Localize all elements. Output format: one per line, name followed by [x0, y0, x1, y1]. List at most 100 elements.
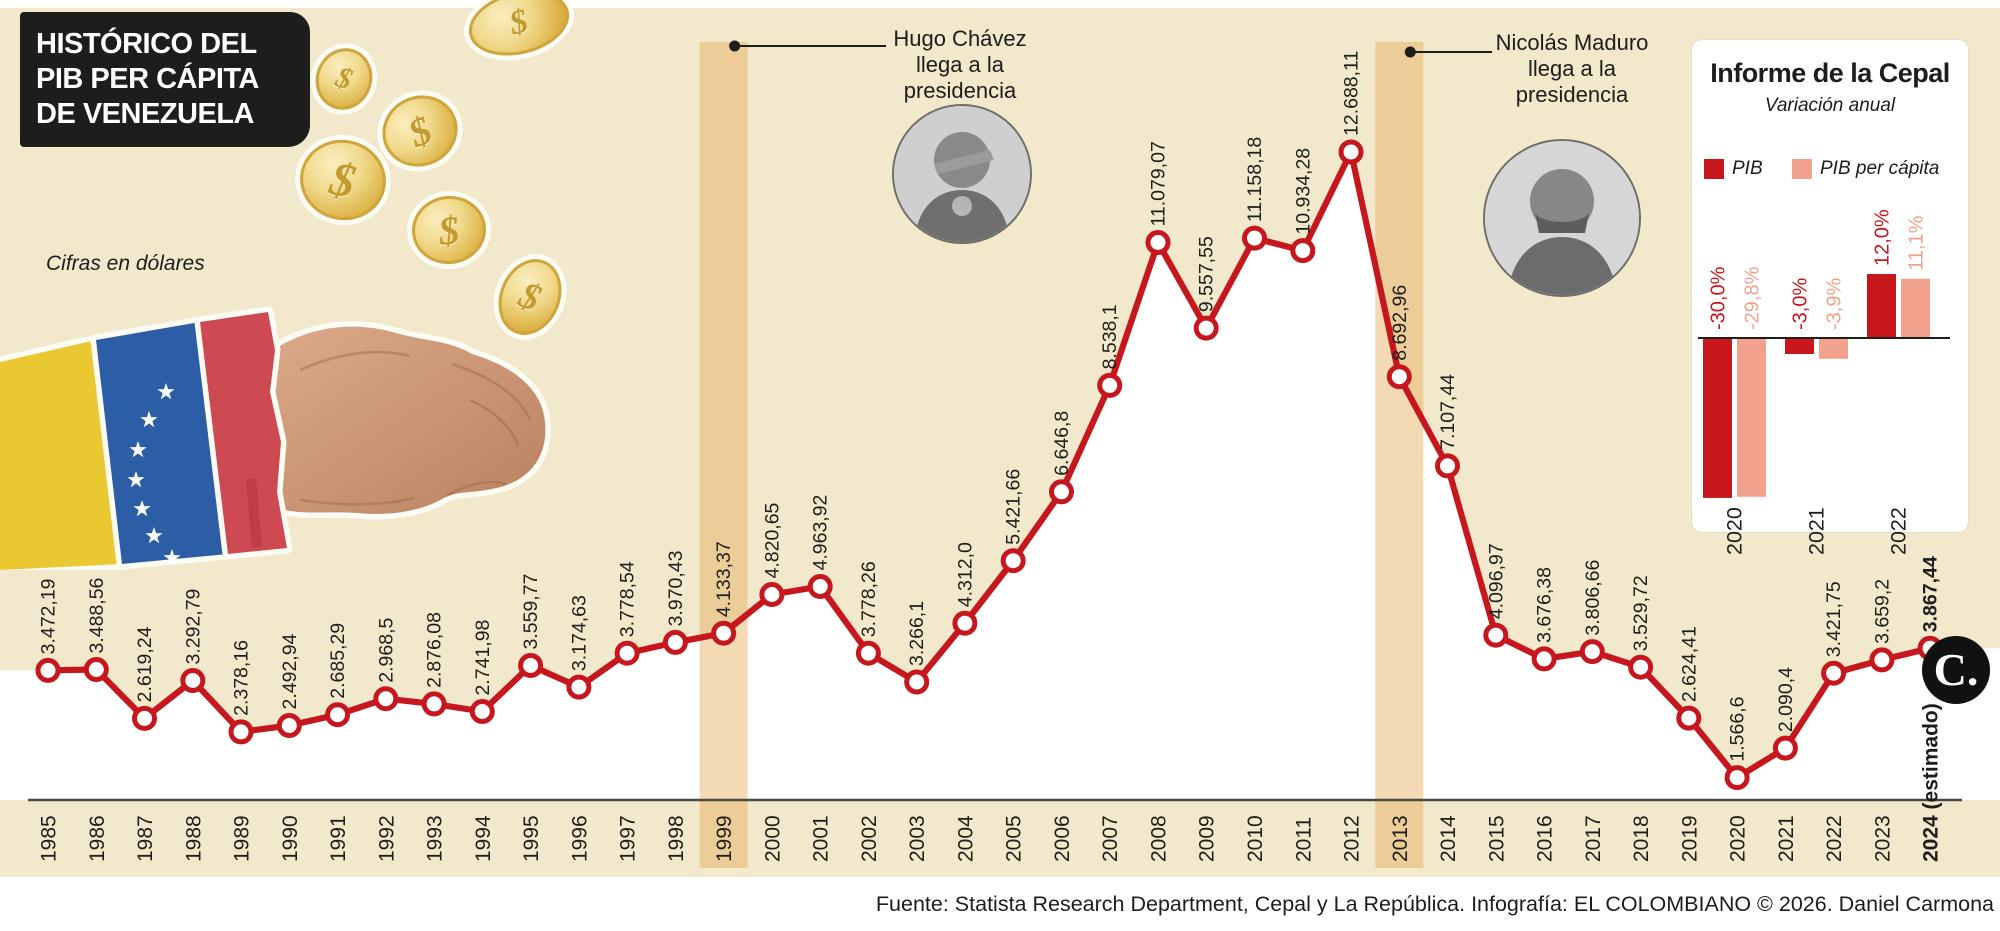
dollar-icon: $	[401, 106, 439, 156]
point-label: 3.488,56	[86, 578, 108, 654]
bar-value-label: 11,1%	[1906, 215, 1928, 270]
data-point-2023	[1869, 647, 1895, 673]
data-point-2011	[1290, 238, 1316, 264]
inset-legend: PIB PIB per cápita	[1692, 158, 1968, 182]
year-label-1996: 1996	[568, 815, 591, 862]
year-label-2015: 2015	[1485, 815, 1508, 862]
bar-value-label: 12,0%	[1872, 209, 1894, 266]
point-label: 11.079,07	[1148, 141, 1170, 226]
leader-dot-chavez	[729, 40, 741, 52]
data-point-2006	[1049, 479, 1074, 505]
data-point-1992	[373, 686, 399, 712]
data-point-2017	[1579, 639, 1605, 665]
arm-shape	[251, 321, 551, 520]
year-label-2010: 2010	[1244, 815, 1267, 862]
point-label: 3.659,2	[1871, 579, 1893, 644]
highlight-band-1999	[699, 42, 748, 868]
year-label-2006: 2006	[1051, 815, 1074, 862]
data-point-2007	[1097, 372, 1123, 398]
year-label-1994: 1994	[472, 815, 495, 862]
bar-2022-pib	[1867, 274, 1896, 338]
bar-2020-pib	[1703, 338, 1732, 498]
legend-item-pib: PIB	[1704, 158, 1763, 180]
units-note: Cifras en dólares	[46, 252, 205, 275]
year-label-2017: 2017	[1582, 815, 1605, 862]
data-point-1993	[421, 691, 447, 717]
point-label: 2.619,24	[134, 626, 156, 702]
el-colombiano-logo: C.	[1922, 636, 1990, 704]
inset-subtitle: Variación anual	[1764, 95, 1896, 116]
point-label: 3.867,44	[1920, 556, 1942, 632]
bar-value-label: -30,0%	[1708, 266, 1730, 330]
year-label-1991: 1991	[327, 815, 350, 862]
point-label: 2.968,5	[375, 617, 397, 682]
bar-value-label: -3,0%	[1790, 278, 1812, 330]
bar-2021-pib-per-capita	[1819, 338, 1848, 359]
point-label: 3.806,66	[1582, 560, 1604, 636]
bar-2022-pib-per-capita	[1901, 278, 1930, 338]
legend-label: PIB per cápita	[1820, 158, 1940, 179]
point-label: 9.557,55	[1196, 236, 1218, 312]
data-point-1999	[711, 620, 737, 646]
point-label: 2.090,4	[1775, 667, 1797, 732]
annotation-chavez: Hugo Chávez llega a la presidencia	[893, 26, 1027, 103]
year-label-1989: 1989	[231, 815, 254, 862]
point-label: 11.158,18	[1244, 137, 1266, 222]
data-point-2012	[1338, 139, 1364, 165]
point-label: 2.685,29	[327, 623, 349, 699]
year-label-1987: 1987	[134, 815, 157, 862]
leader-dot-maduro	[1404, 46, 1416, 58]
annotation-maduro: Nicolás Maduro llega a la presidencia	[1495, 30, 1649, 107]
point-label: 4.963,92	[810, 495, 832, 571]
year-label-1998: 1998	[665, 815, 688, 862]
data-point-1988	[180, 668, 206, 693]
data-point-1990	[276, 713, 302, 738]
data-point-1994	[469, 699, 495, 724]
dollar-icon: $	[325, 151, 361, 209]
point-label: 3.676,38	[1534, 567, 1556, 643]
bar-2021-pib	[1785, 338, 1814, 354]
cepal-report-box: Informe de la Cepal Variación anual PIB …	[1692, 40, 1968, 555]
year-label-1986: 1986	[86, 815, 109, 862]
data-point-2009	[1193, 315, 1219, 341]
pib-per-capita-swatch	[1792, 159, 1812, 179]
point-label: 10.934,28	[1292, 148, 1314, 235]
year-label-2005: 2005	[1003, 815, 1026, 862]
point-label: 3.472,19	[38, 578, 60, 654]
bar-year-label-2022: 2022	[1887, 507, 1911, 555]
point-label: 3.559,77	[520, 574, 542, 650]
bar-value-label: -29,8%	[1742, 266, 1764, 330]
data-point-2021	[1772, 735, 1798, 761]
bar-value-label: -3,9%	[1824, 278, 1846, 330]
data-point-2020	[1724, 765, 1750, 791]
data-point-2022	[1821, 660, 1847, 686]
point-label: 1.566,6	[1727, 697, 1749, 762]
point-label: 2.876,08	[424, 612, 446, 688]
point-label: 4.312,0	[954, 542, 976, 607]
point-label: 8.538,1	[1099, 304, 1121, 369]
point-label: 2.624,41	[1678, 626, 1700, 702]
data-point-2002	[855, 640, 881, 666]
year-label-2002: 2002	[858, 815, 881, 862]
point-label: 5.421,66	[1003, 469, 1025, 545]
dollar-icon: $	[331, 60, 357, 97]
year-label-2016: 2016	[1534, 815, 1557, 862]
year-label-2012: 2012	[1341, 815, 1364, 862]
data-point-1985	[35, 657, 61, 683]
year-label-2023: 2023	[1871, 815, 1894, 862]
year-label-2001: 2001	[810, 815, 833, 862]
year-label-2011: 2011	[1292, 817, 1315, 862]
hand-creases	[299, 350, 532, 506]
data-point-2018	[1628, 654, 1654, 680]
highlight-band-2013	[1375, 42, 1424, 868]
inset-title: Informe de la Cepal	[1710, 58, 1950, 88]
salute-arm	[934, 150, 994, 174]
data-point-1998	[662, 629, 688, 655]
year-label-2018: 2018	[1630, 815, 1653, 862]
year-label-2022: 2022	[1823, 815, 1846, 862]
point-label: 4.820,65	[761, 502, 783, 578]
point-label: 2.741,98	[472, 620, 494, 696]
data-point-2013	[1386, 364, 1412, 390]
